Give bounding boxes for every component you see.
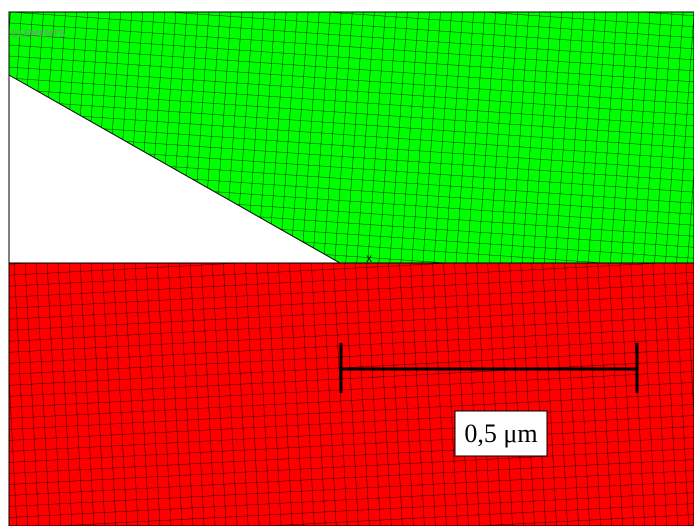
origin-marker: X — [366, 255, 372, 265]
mesh-view: ELEMENTS X 0,5 μm — [0, 0, 694, 526]
lower-region-mesh — [9, 263, 694, 526]
view-label: ELEMENTS — [12, 29, 65, 40]
scale-label: 0,5 μm — [464, 419, 537, 448]
